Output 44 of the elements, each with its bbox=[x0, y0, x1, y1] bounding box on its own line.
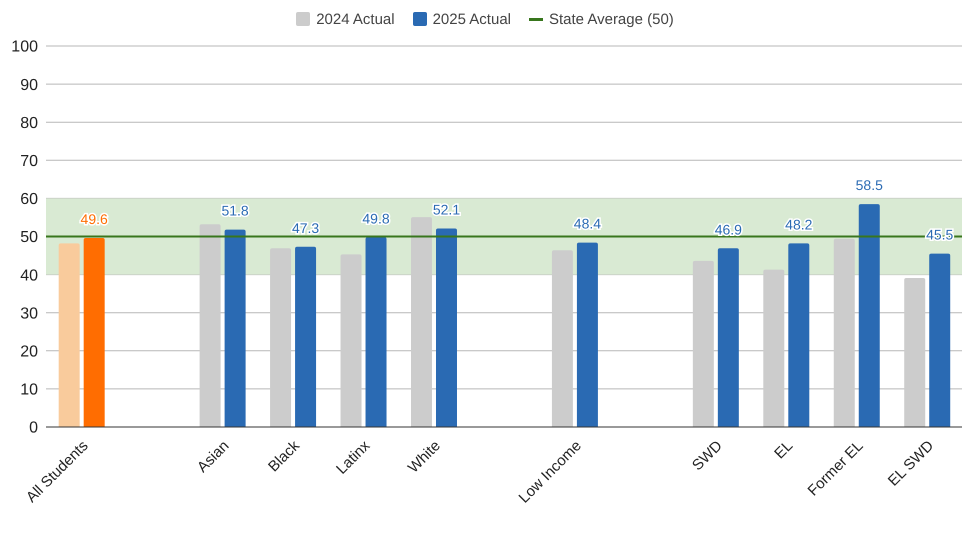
bar bbox=[84, 238, 105, 427]
bar bbox=[929, 254, 950, 427]
bar bbox=[904, 278, 926, 427]
data-label: 49.6 bbox=[80, 211, 108, 228]
y-tick-label: 0 bbox=[29, 420, 38, 437]
data-label: 49.8 bbox=[362, 210, 390, 226]
bar bbox=[718, 248, 739, 427]
data-label: 48.4 bbox=[574, 216, 602, 232]
y-tick-label: 10 bbox=[20, 382, 38, 399]
bar bbox=[436, 228, 457, 427]
bar bbox=[200, 224, 221, 427]
bar bbox=[410, 217, 432, 427]
legend-label: State Average (50) bbox=[549, 10, 674, 28]
y-tick-label: 100 bbox=[11, 38, 38, 56]
bar bbox=[692, 260, 714, 427]
bar bbox=[788, 243, 810, 427]
legend-label: 2025 Actual bbox=[432, 10, 511, 28]
bar bbox=[58, 243, 80, 427]
bar bbox=[834, 238, 855, 427]
bar bbox=[340, 254, 362, 427]
data-label: 51.8 bbox=[221, 202, 249, 219]
y-tick-label: 40 bbox=[20, 267, 38, 284]
legend-label: 2024 Actual bbox=[316, 10, 395, 28]
data-label: 48.2 bbox=[785, 216, 813, 232]
bar bbox=[763, 270, 784, 427]
y-tick-label: 30 bbox=[20, 305, 38, 322]
data-label: 46.9 bbox=[714, 221, 742, 238]
y-tick-label: 70 bbox=[20, 152, 38, 170]
bar bbox=[366, 237, 387, 427]
y-tick-label: 60 bbox=[20, 191, 38, 208]
bar bbox=[552, 250, 573, 427]
y-tick-label: 50 bbox=[20, 229, 38, 246]
bar bbox=[576, 242, 598, 427]
data-label: 52.1 bbox=[432, 202, 460, 218]
bar bbox=[270, 248, 292, 427]
bar bbox=[224, 230, 246, 427]
y-tick-label: 90 bbox=[20, 76, 38, 94]
bar bbox=[858, 204, 880, 427]
y-tick-label: 80 bbox=[20, 114, 38, 132]
data-label: 47.3 bbox=[292, 220, 320, 236]
x-tick-label: EL bbox=[771, 437, 796, 462]
y-tick-label: 20 bbox=[20, 343, 38, 360]
data-label: 58.5 bbox=[856, 177, 884, 194]
bar bbox=[295, 246, 316, 427]
